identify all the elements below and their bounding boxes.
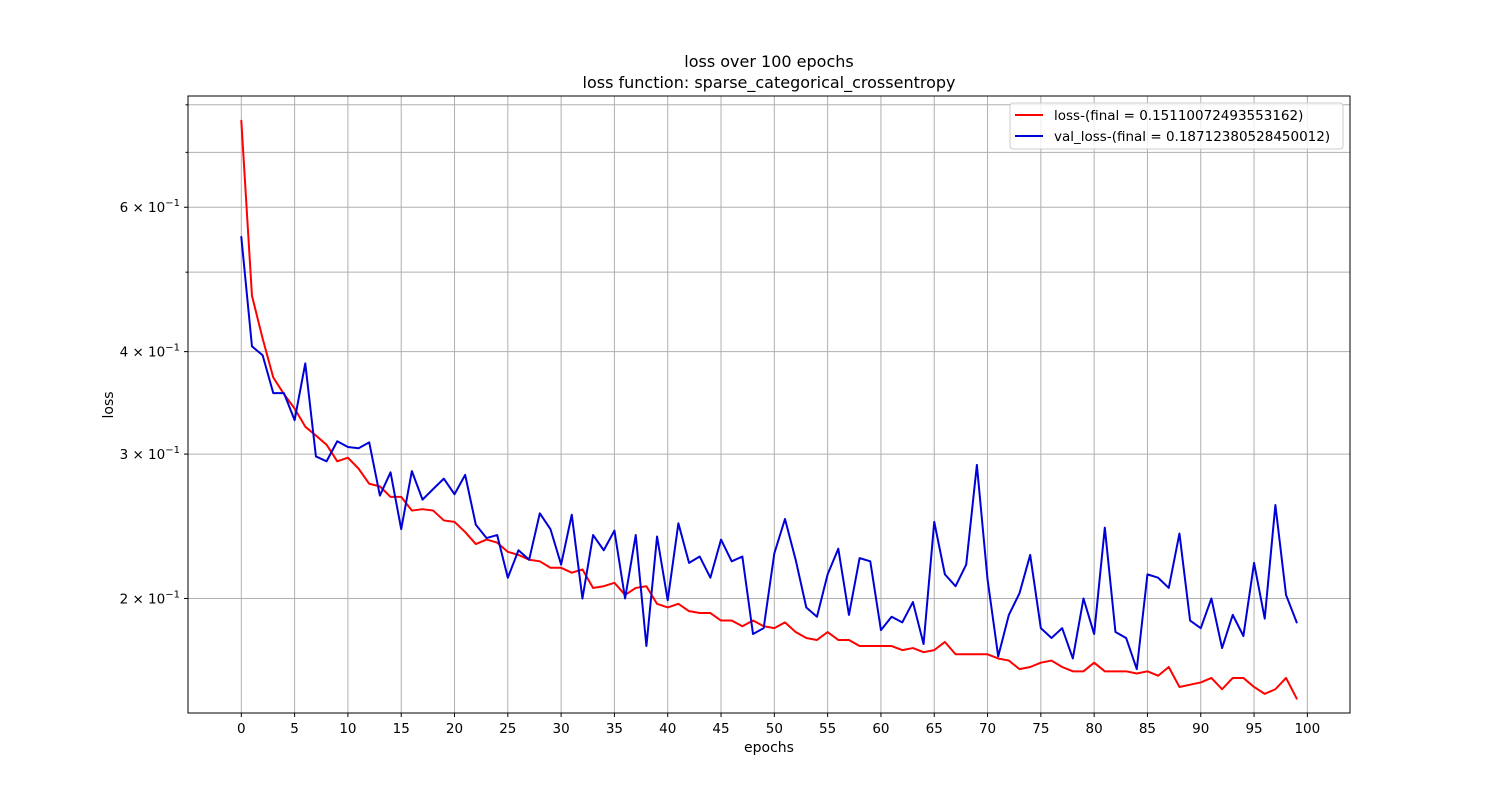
x-tick-label: 50 — [766, 721, 783, 737]
y-axis-label: loss — [101, 391, 117, 418]
x-tick-label: 15 — [393, 721, 410, 737]
x-tick-label: 85 — [1139, 721, 1156, 737]
x-axis-label: epochs — [744, 740, 794, 756]
x-tick-label: 65 — [926, 721, 943, 737]
x-tick-label: 95 — [1245, 721, 1262, 737]
y-axis-ticks: 2 × 10−1 3 × 10−1 4 × 10−1 6 × 10−1 — [120, 104, 188, 607]
y-tick-label: 4 × 10−1 — [120, 343, 180, 361]
x-axis-ticks: 0 5 10 15 20 25 30 35 40 45 50 55 60 65 70 75 80 85 90 95 10… — [237, 713, 1320, 737]
x-tick-label: 90 — [1192, 721, 1209, 737]
chart-subtitle: loss function: sparse_categorical_crosse… — [583, 73, 956, 93]
x-tick-label: 5 — [290, 721, 299, 737]
legend-box — [1009, 102, 1344, 150]
chart-title: loss over 100 epochs — [684, 52, 853, 71]
x-tick-label: 100 — [1294, 721, 1320, 737]
series-line-val-loss — [240, 235, 1298, 671]
grid — [188, 96, 1350, 713]
x-tick-label: 70 — [979, 721, 996, 737]
x-tick-label: 25 — [499, 721, 516, 737]
legend-label-val-loss: val_loss-(final = 0.18712380528450012) — [1054, 129, 1330, 145]
x-tick-label: 60 — [872, 721, 889, 737]
legend: loss-(final = 0.15110072493553162) val_l… — [1009, 102, 1344, 150]
plot-frame — [187, 95, 1351, 714]
x-tick-label: 75 — [1032, 721, 1049, 737]
x-tick-label: 0 — [237, 721, 246, 737]
y-tick-label: 2 × 10−1 — [120, 589, 180, 607]
x-tick-label: 30 — [553, 721, 570, 737]
x-tick-label: 35 — [606, 721, 623, 737]
x-tick-label: 20 — [446, 721, 463, 737]
x-tick-label: 80 — [1086, 721, 1103, 737]
x-tick-label: 45 — [712, 721, 729, 737]
series-line-loss — [240, 119, 1298, 700]
legend-label-loss: loss-(final = 0.15110072493553162) — [1054, 108, 1303, 124]
x-tick-label: 40 — [659, 721, 676, 737]
series-lines — [240, 119, 1298, 700]
x-tick-label: 10 — [339, 721, 356, 737]
x-tick-label: 55 — [819, 721, 836, 737]
y-tick-label: 3 × 10−1 — [120, 445, 180, 463]
y-tick-label: 6 × 10−1 — [120, 198, 180, 216]
